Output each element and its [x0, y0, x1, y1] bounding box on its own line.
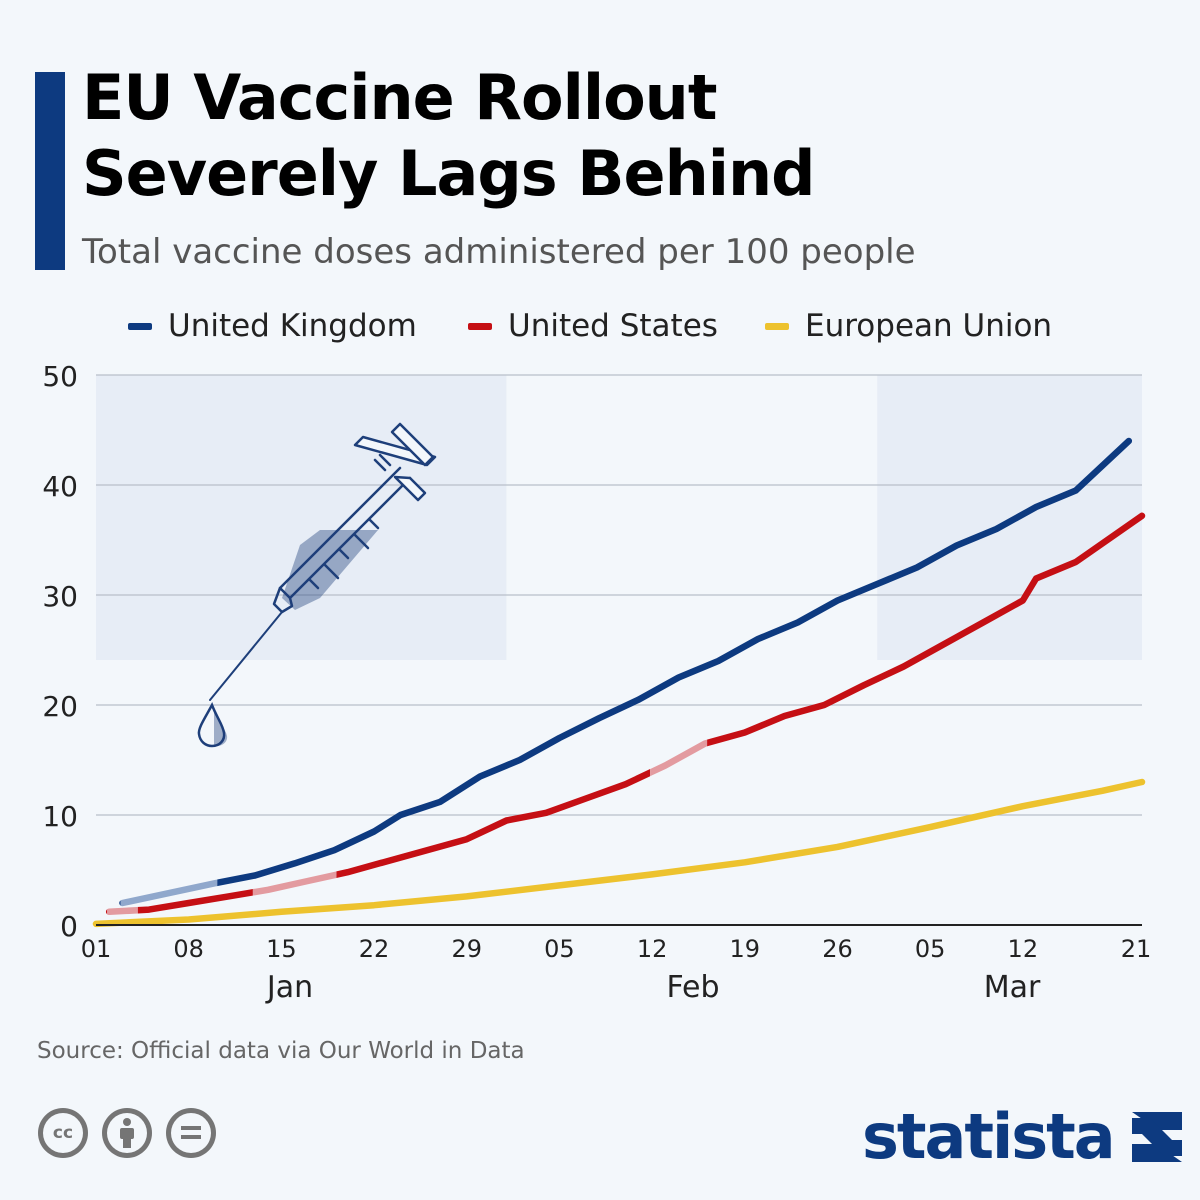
x-tick-label: 05 — [544, 935, 575, 963]
series-united-states — [105, 512, 1146, 916]
series-european-union — [92, 778, 1146, 928]
legend-item-us: United States — [468, 308, 718, 344]
x-tick-label: 12 — [637, 935, 668, 963]
month-label: Feb — [666, 970, 719, 1005]
x-tick-label: 05 — [915, 935, 946, 963]
x-tick-label: 15 — [266, 935, 297, 963]
statista-logo-icon — [1131, 1111, 1182, 1162]
chart-title: EU Vaccine Rollout Severely Lags Behind — [82, 60, 815, 212]
cc-icon: cc — [38, 1108, 88, 1158]
legend-swatch-uk — [128, 322, 152, 330]
legend-label-us: United States — [508, 308, 718, 344]
legend-label-uk: United Kingdom — [168, 308, 417, 344]
y-tick-label: 10 — [42, 800, 78, 833]
legend-item-uk: United Kingdom — [128, 308, 417, 344]
y-tick-label: 30 — [42, 580, 78, 613]
attribution-icon — [102, 1108, 152, 1158]
chart-title-line-1: EU Vaccine Rollout — [82, 61, 717, 134]
series-united-kingdom — [119, 437, 1133, 907]
source-note: Source: Official data via Our World in D… — [37, 1038, 525, 1064]
legend-swatch-eu — [765, 322, 789, 330]
x-tick-label: 12 — [1008, 935, 1039, 963]
y-tick-label: 40 — [42, 470, 78, 503]
syringe-icon — [197, 422, 437, 748]
title-accent-bar — [35, 72, 65, 270]
month-band-feb — [506, 375, 878, 660]
legend-swatch-us — [468, 322, 492, 330]
x-tick-label: 29 — [451, 935, 482, 963]
legend: United Kingdom United States European Un… — [0, 308, 1200, 352]
month-label: Mar — [984, 970, 1041, 1005]
legend-label-eu: European Union — [805, 308, 1053, 344]
month-label: Jan — [265, 970, 313, 1005]
x-tick-label: 26 — [822, 935, 853, 963]
series-line — [92, 778, 1146, 928]
x-tick-label: 19 — [730, 935, 761, 963]
legend-item-eu: European Union — [765, 308, 1052, 344]
license-icons: cc — [38, 1108, 216, 1158]
statista-brand: statista — [862, 1100, 1186, 1173]
y-tick-label: 50 — [42, 360, 78, 393]
no-derivatives-icon — [166, 1108, 216, 1158]
month-band-mar — [877, 375, 1142, 660]
x-tick-label: 08 — [173, 935, 204, 963]
y-tick-label: 0 — [60, 910, 78, 943]
chart-subtitle: Total vaccine doses administered per 100… — [82, 232, 916, 272]
x-tick-label: 22 — [359, 935, 390, 963]
series-line — [119, 437, 1133, 907]
chart-title-line-2: Severely Lags Behind — [82, 137, 815, 210]
brand-name: statista — [862, 1100, 1116, 1173]
y-tick-label: 20 — [42, 690, 78, 723]
month-band-jan — [96, 375, 507, 660]
x-tick-label: 01 — [81, 935, 112, 963]
line-chart: 0 10 20 30 40 50 01 08 15 22 29 05 12 19 26 05 12 21 Jan… — [42, 360, 1152, 1005]
x-tick-label: 21 — [1121, 935, 1152, 963]
